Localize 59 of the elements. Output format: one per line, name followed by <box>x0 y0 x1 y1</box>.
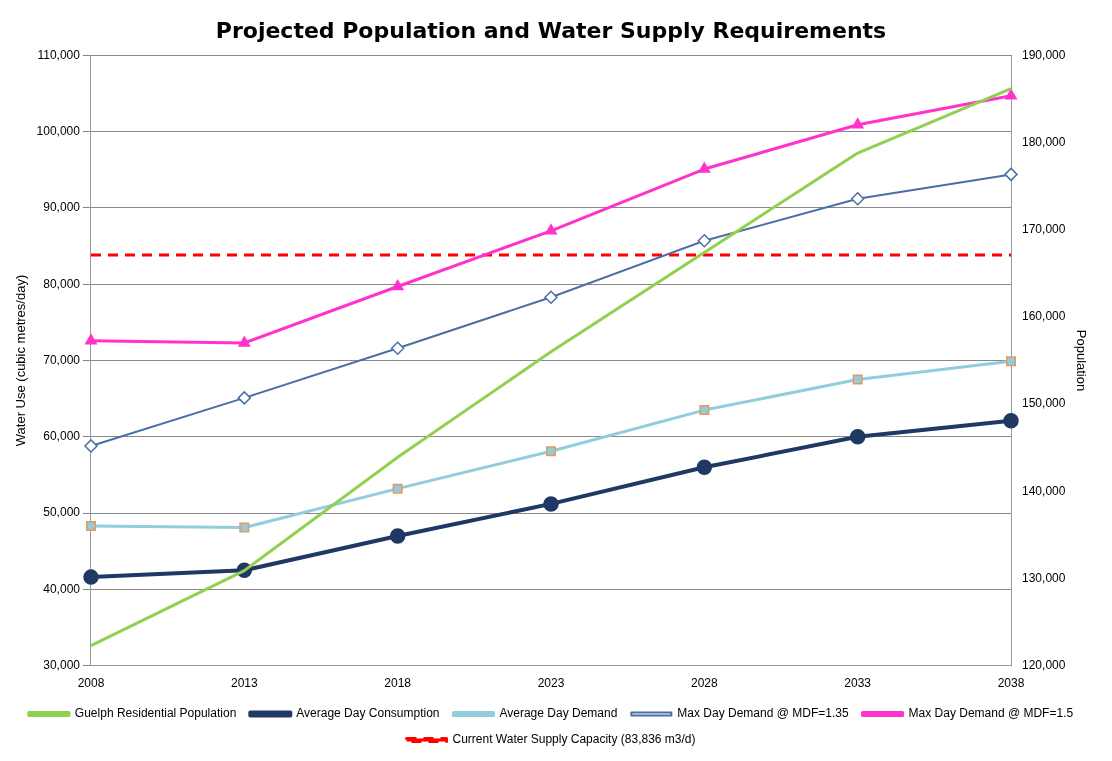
point <box>237 391 252 405</box>
point <box>850 192 865 206</box>
y-tick-label: 30,000 <box>43 657 81 672</box>
x-tick-label: 2028 <box>690 676 719 691</box>
point <box>544 290 558 304</box>
x-tick-label: 2038 <box>997 676 1025 691</box>
x-tick-label: 2008 <box>77 676 105 691</box>
legend-label: Max Day Demand @ MDF=1.35 <box>677 706 849 721</box>
y-tick-label: 50,000 <box>43 505 81 520</box>
point <box>391 279 404 291</box>
point <box>696 459 713 476</box>
point <box>546 446 556 457</box>
point <box>852 374 863 385</box>
point <box>543 496 559 512</box>
y2-tick-label: 190,000 <box>1022 47 1066 62</box>
point <box>849 429 866 445</box>
y-axis-title: Water Use (cubic metres/day) <box>13 274 29 447</box>
y2-tick-label: 130,000 <box>1022 570 1066 585</box>
point <box>85 521 96 532</box>
point <box>697 234 712 248</box>
y2-tick-label: 140,000 <box>1022 483 1066 498</box>
y-tick-label: 40,000 <box>43 581 81 596</box>
x-tick-label: 2023 <box>537 676 565 691</box>
point <box>1006 356 1017 367</box>
y2-tick-label: 150,000 <box>1022 396 1066 411</box>
legend-label: Average Day Demand <box>499 706 618 721</box>
legend-label: Guelph Residential Population <box>74 706 237 721</box>
point <box>1004 167 1018 182</box>
y-tick-label: 70,000 <box>43 352 81 367</box>
point <box>1005 89 1017 100</box>
point <box>545 224 557 235</box>
point <box>390 341 405 356</box>
chart-title: Projected Population and Water Supply Requirements <box>215 17 887 43</box>
y2-tick-label: 120,000 <box>1022 657 1066 672</box>
point <box>238 336 251 347</box>
y2-axis-title: Population <box>1073 329 1089 392</box>
point <box>698 162 711 173</box>
point <box>85 333 97 345</box>
y2-tick-label: 160,000 <box>1022 309 1066 324</box>
x-tick-label: 2013 <box>230 676 258 691</box>
point <box>699 405 710 416</box>
point <box>83 569 99 585</box>
point <box>851 118 864 129</box>
point <box>389 528 406 544</box>
point <box>392 483 403 494</box>
y-tick-label: 80,000 <box>43 276 81 291</box>
y2-tick-label: 180,000 <box>1022 134 1066 149</box>
y-tick-label: 60,000 <box>43 429 81 444</box>
y-tick-label: 90,000 <box>43 200 81 215</box>
y-tick-label: 100,000 <box>36 123 81 138</box>
legend-label: Current Water Supply Capacity (83,836 m3/d) <box>452 732 696 747</box>
legend-label: Max Day Demand @ MDF=1.5 <box>908 706 1074 721</box>
y2-tick-label: 170,000 <box>1022 222 1066 237</box>
point <box>239 522 250 533</box>
point <box>1003 413 1019 429</box>
y-tick-label: 110,000 <box>37 47 81 62</box>
legend-label: Average Day Consumption <box>296 706 440 721</box>
x-tick-label: 2018 <box>384 676 412 691</box>
x-tick-label: 2033 <box>844 676 872 691</box>
